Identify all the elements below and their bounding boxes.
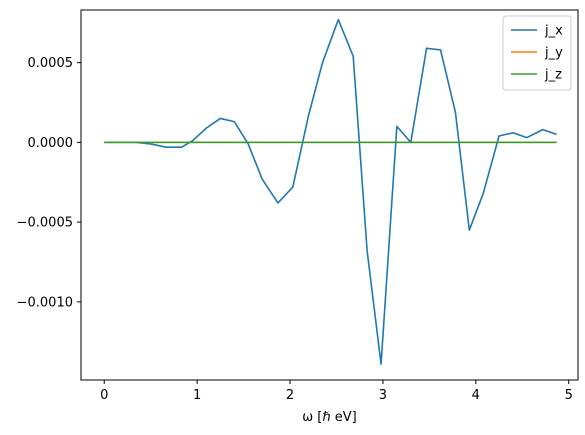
y-axis: 0.0005 0.0000 −0.0005 −0.0010 bbox=[17, 56, 81, 310]
legend-box bbox=[502, 15, 572, 91]
x-tick-label: 5 bbox=[565, 388, 573, 403]
legend-label-j-z: j_z bbox=[544, 68, 562, 83]
x-axis: 0 1 2 3 4 5 bbox=[100, 380, 573, 403]
y-tick-label: 0.0005 bbox=[28, 56, 74, 71]
x-tick-label: 2 bbox=[286, 388, 294, 403]
axes-frame bbox=[80, 9, 579, 381]
x-tick-label: 1 bbox=[193, 388, 201, 403]
x-tick-label: 3 bbox=[379, 388, 387, 403]
legend-label-j-x: j_x bbox=[544, 24, 563, 39]
plot-lines bbox=[104, 18, 557, 365]
y-tick-label: −0.0010 bbox=[17, 295, 73, 310]
y-tick-label: 0.0000 bbox=[28, 136, 74, 151]
x-tick-label: 0 bbox=[100, 388, 108, 403]
legend-label-j-y: j_y bbox=[544, 46, 563, 61]
x-axis-label: ω [ℏ eV] bbox=[302, 410, 356, 425]
series-line-j-x bbox=[104, 18, 557, 365]
x-tick-label: 4 bbox=[472, 388, 480, 403]
legend: j_x j_y j_z bbox=[502, 15, 572, 91]
y-tick-label: −0.0005 bbox=[17, 216, 73, 231]
